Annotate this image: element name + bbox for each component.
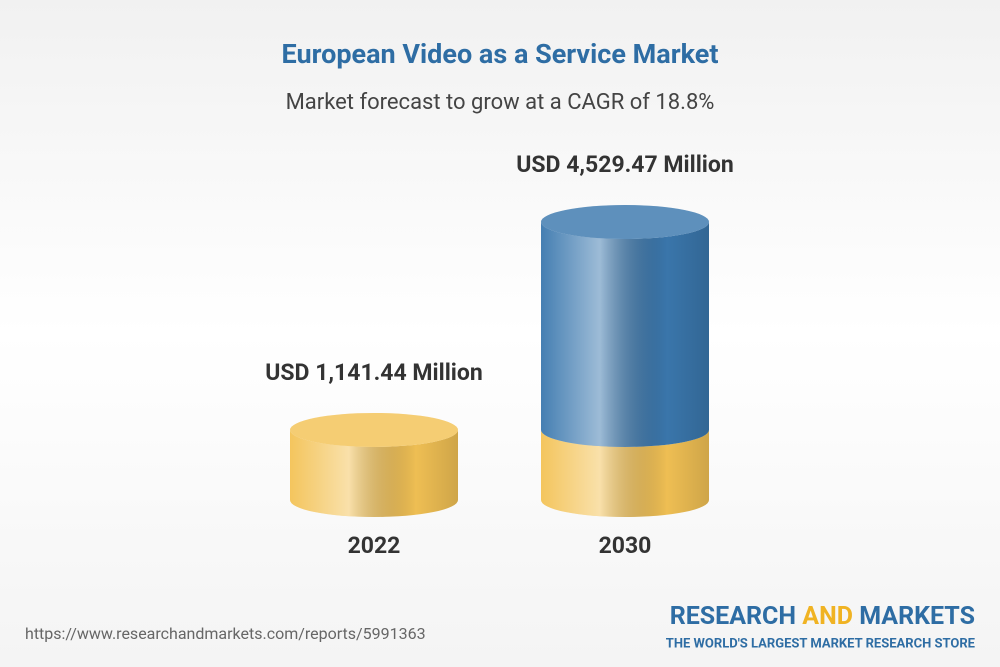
logo-word: MARKETS	[859, 602, 975, 631]
logo-tagline: THE WORLD'S LARGEST MARKET RESEARCH STOR…	[666, 636, 976, 651]
cylinder-shade	[541, 429, 709, 517]
cylinder-top	[290, 412, 458, 447]
logo-word: AND	[802, 602, 853, 631]
cylinder-top	[541, 205, 709, 239]
chart-title: European Video as a Service Market	[282, 38, 719, 70]
source-url: https://www.researchandmarkets.com/repor…	[25, 624, 426, 643]
logo-word: RESEARCH	[670, 602, 796, 631]
cylinder-shade	[290, 429, 458, 517]
cylinder-shade	[541, 222, 709, 447]
cylinder-top-highlight	[290, 412, 458, 447]
value-label: USD 4,529.47 Million	[516, 151, 734, 178]
cylinder-segment	[541, 429, 709, 517]
cylinder-segment	[541, 222, 709, 447]
plot: USD 1,141.44 Million 2022 USD 4,529.47 Mil…	[265, 151, 734, 559]
cylinder-top-highlight	[541, 205, 709, 239]
value-label: USD 1,141.44 Million	[265, 359, 483, 386]
chart-subtitle: Market forecast to grow at a CAGR of 18.…	[286, 90, 715, 115]
logo: RESEARCH AND MARKETS	[670, 602, 975, 631]
cylinder-segment	[290, 429, 458, 517]
x-tick-label: 2030	[599, 532, 652, 559]
x-tick-label: 2022	[348, 532, 401, 559]
